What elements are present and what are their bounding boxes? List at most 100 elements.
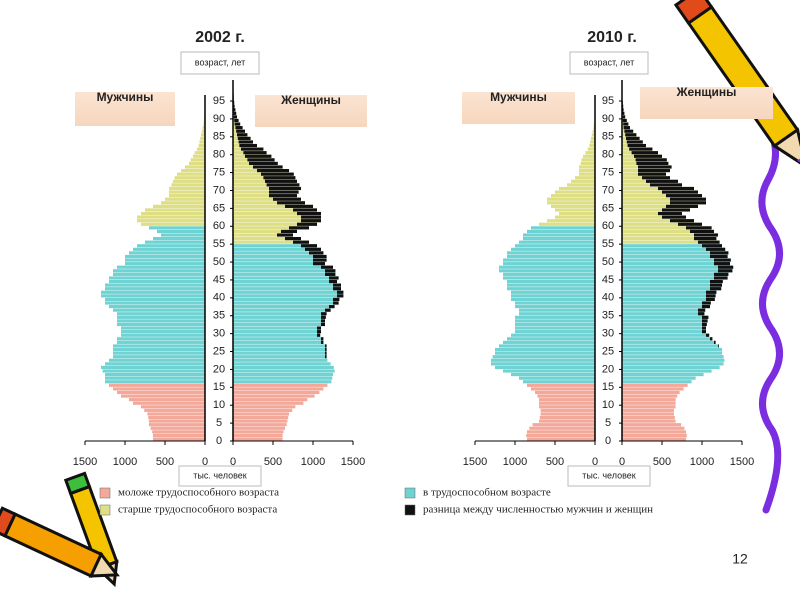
female-bar [233, 244, 317, 248]
male-bar [200, 136, 205, 140]
male-bar [555, 215, 595, 219]
female-label: Женщины [280, 93, 341, 107]
male-bar [519, 376, 595, 380]
difference-bar [249, 161, 278, 166]
female-bar [622, 412, 674, 416]
male-bar [125, 262, 205, 266]
difference-bar [718, 269, 733, 273]
male-bar [585, 151, 595, 155]
male-bar [121, 333, 205, 337]
male-bar [113, 308, 205, 312]
difference-bar [233, 111, 237, 115]
male-bar [503, 272, 595, 276]
female-bar [233, 390, 320, 395]
female-bar [622, 233, 718, 237]
difference-bar [666, 194, 702, 198]
difference-bar [710, 279, 723, 284]
male-bar [589, 143, 595, 148]
male-bar [165, 197, 205, 201]
difference-bar [321, 322, 325, 327]
male-bar [201, 133, 205, 137]
difference-bar [710, 337, 713, 341]
female-bar [233, 204, 313, 208]
y-tick-label: 0 [216, 435, 222, 447]
difference-bar [702, 326, 706, 330]
x-tick-label: 500 [156, 456, 174, 468]
male-bar [503, 340, 595, 344]
female-bar [233, 240, 309, 244]
male-bar [507, 283, 595, 287]
difference-bar [658, 186, 694, 191]
page-number: 12 [732, 551, 748, 567]
difference-bar [266, 183, 300, 187]
female-bar [233, 279, 337, 284]
difference-bar [233, 108, 236, 112]
difference-bar [333, 287, 341, 291]
female-bar [622, 247, 726, 251]
legend-swatch [404, 504, 416, 516]
legend-label: моложе трудоспособного возраста [118, 487, 279, 499]
female-bar [233, 423, 287, 427]
male-bar [117, 337, 205, 341]
male-bar [491, 362, 595, 366]
male-bar [105, 376, 205, 380]
difference-bar [321, 337, 324, 341]
x-label-box [178, 465, 262, 487]
male-bar [193, 154, 205, 158]
female-bar [233, 394, 315, 398]
female-bar [233, 258, 327, 262]
male-label-box [75, 92, 175, 126]
female-bar [622, 330, 706, 334]
difference-bar [325, 347, 327, 352]
difference-bar [662, 190, 698, 194]
female-bar [622, 344, 719, 348]
female-bar [233, 347, 327, 352]
y-tick-label: 65 [213, 202, 225, 214]
male-bar [161, 233, 205, 237]
female-bar [622, 333, 710, 337]
male-bar [141, 405, 205, 409]
male-bar [117, 315, 205, 319]
male-bar [105, 301, 205, 305]
male-bar [101, 294, 205, 298]
x-tick-label: 0 [202, 456, 208, 468]
male-bar [105, 283, 205, 287]
female-bar [233, 190, 299, 194]
male-bar [515, 326, 595, 330]
difference-bar [317, 333, 321, 337]
female-bar [622, 287, 722, 291]
female-bar [233, 233, 293, 237]
x-tick-label: 1500 [463, 456, 487, 468]
x-tick-label: 0 [619, 456, 625, 468]
y-tick-label: 60 [213, 220, 225, 232]
x-tick-label: 1000 [113, 456, 137, 468]
female-bar [233, 186, 301, 191]
female-bar [233, 297, 340, 302]
male-bar [559, 186, 595, 191]
female-bar [233, 344, 327, 348]
difference-bar [634, 154, 662, 158]
female-bar [622, 380, 692, 384]
female-bar [622, 405, 676, 409]
female-bar [233, 226, 309, 230]
male-bar [109, 305, 205, 309]
female-bar [622, 376, 696, 380]
female-bar [622, 312, 705, 316]
x-tick-label: 500 [546, 456, 564, 468]
female-bar [233, 398, 308, 402]
difference-bar [233, 115, 237, 119]
male-bar [519, 240, 595, 244]
squiggle [758, 126, 783, 514]
difference-bar [337, 290, 344, 294]
male-bar [102, 369, 205, 373]
male-bar [503, 369, 595, 373]
male-bar [539, 401, 595, 405]
male-bar [503, 276, 595, 280]
male-bar [174, 176, 205, 180]
female-bar [622, 373, 704, 377]
male-bar [148, 415, 205, 420]
male-bar [101, 365, 205, 370]
y-tick-label: 35 [602, 310, 614, 322]
male-bar [555, 208, 595, 212]
female-bar [622, 369, 712, 373]
